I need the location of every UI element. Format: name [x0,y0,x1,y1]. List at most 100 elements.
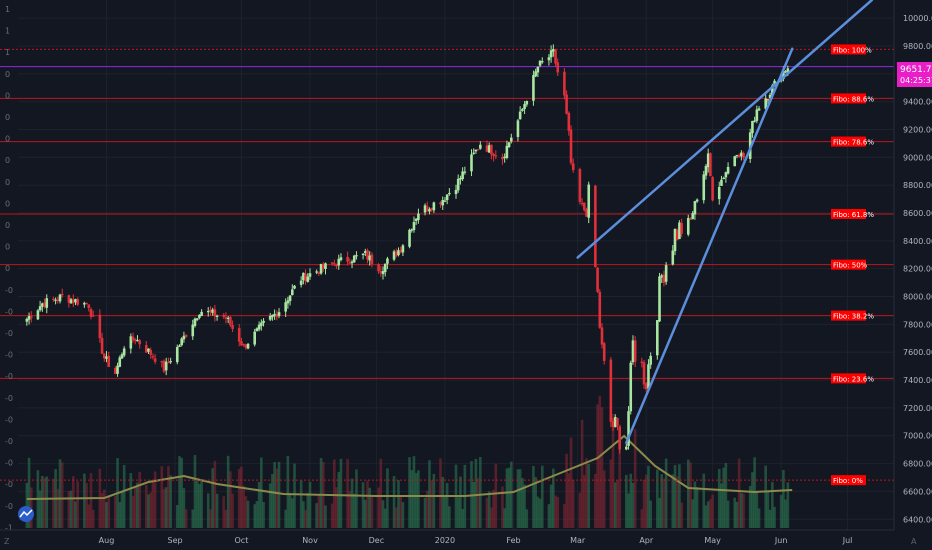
candle-body[interactable] [756,110,759,121]
candle-body[interactable] [572,163,575,170]
candle-body[interactable] [209,310,212,312]
candle-body[interactable] [335,265,338,267]
candle-body[interactable] [738,155,741,157]
candle-body[interactable] [101,338,104,354]
candle-body[interactable] [132,337,135,340]
candle-body[interactable] [603,343,606,361]
fibonacci-label[interactable]: Fibo: 50% [833,262,868,270]
candle-body[interactable] [579,169,582,202]
candle-body[interactable] [320,264,323,274]
candle-body[interactable] [740,153,743,157]
candle-body[interactable] [475,150,478,152]
candle-body[interactable] [351,262,354,264]
candle-body[interactable] [663,275,666,283]
candle-body[interactable] [87,304,90,308]
fibonacci-label[interactable]: Fibo: 100% [833,46,872,54]
candle-body[interactable] [353,256,356,263]
candle-body[interactable] [256,328,259,331]
candle-body[interactable] [121,354,124,358]
candle-body[interactable] [503,157,506,158]
candle-body[interactable] [331,262,334,263]
candle-body[interactable] [554,50,557,63]
candle-body[interactable] [742,153,745,158]
fibonacci-label[interactable]: Fibo: 61.8% [833,211,874,219]
candle-body[interactable] [767,99,770,100]
candle-body[interactable] [711,177,714,200]
candle-body[interactable] [114,368,117,374]
candle-body[interactable] [85,303,88,304]
candle-body[interactable] [147,349,150,352]
candle-body[interactable] [687,218,690,235]
candle-body[interactable] [284,302,287,311]
candle-body[interactable] [477,149,480,150]
candle-body[interactable] [366,250,369,259]
candle-body[interactable] [415,219,418,221]
candle-body[interactable] [253,332,256,345]
candle-body[interactable] [707,153,710,167]
candle-body[interactable] [709,153,712,176]
candle-body[interactable] [691,213,694,219]
candle-body[interactable] [446,195,449,200]
candle-body[interactable] [413,222,416,230]
candle-body[interactable] [130,336,133,348]
candle-body[interactable] [537,67,540,73]
candle-body[interactable] [649,356,652,365]
candle-body[interactable] [596,268,599,292]
candle-body[interactable] [490,145,493,155]
candle-body[interactable] [705,166,708,176]
candle-body[interactable] [399,250,402,252]
candle-body[interactable] [364,251,367,253]
candle-body[interactable] [632,340,635,362]
candle-body[interactable] [145,345,148,352]
candle-body[interactable] [207,311,210,312]
candle-body[interactable] [508,142,511,147]
candle-body[interactable] [54,300,57,301]
candle-body[interactable] [534,71,537,76]
candle-body[interactable] [349,263,352,264]
fibonacci-label[interactable]: Fibo: 78.6% [833,139,874,147]
candle-body[interactable] [37,310,40,319]
candle-body[interactable] [541,61,544,62]
candle-body[interactable] [521,109,524,111]
candle-body[interactable] [718,187,721,199]
candle-body[interactable] [293,286,296,289]
candle-body[interactable] [634,340,637,361]
candle-body[interactable] [519,112,522,120]
candle-body[interactable] [629,363,632,412]
candle-body[interactable] [318,272,321,273]
candle-body[interactable] [433,202,436,210]
candle-body[interactable] [176,347,179,362]
candle-body[interactable] [163,361,166,372]
candle-body[interactable] [753,121,756,122]
candle-body[interactable] [510,138,513,142]
candle-body[interactable] [214,309,217,316]
candle-body[interactable] [99,315,102,338]
candle-body[interactable] [68,295,71,303]
candle-body[interactable] [612,421,615,427]
candle-body[interactable] [278,312,281,316]
candle-body[interactable] [601,327,604,344]
candle-body[interactable] [180,339,183,346]
candle-body[interactable] [355,255,358,256]
candle-body[interactable] [198,315,201,318]
candle-body[interactable] [444,201,447,202]
candle-body[interactable] [424,205,427,212]
candle-body[interactable] [464,172,467,173]
candle-body[interactable] [658,276,661,321]
candle-body[interactable] [570,129,573,162]
candle-body[interactable] [222,315,225,317]
candle-body[interactable] [517,120,520,137]
candle-body[interactable] [492,154,495,156]
candle-body[interactable] [289,295,292,301]
candle-body[interactable] [568,113,571,131]
candle-body[interactable] [245,345,248,348]
candle-body[interactable] [676,230,679,240]
candle-body[interactable] [258,325,261,330]
candle-body[interactable] [340,257,343,260]
candle-body[interactable] [382,271,385,274]
candle-body[interactable] [402,245,405,252]
fibonacci-label[interactable]: Fibo: 88.6% [833,95,874,103]
candle-body[interactable] [371,255,374,264]
candle-body[interactable] [680,223,683,234]
